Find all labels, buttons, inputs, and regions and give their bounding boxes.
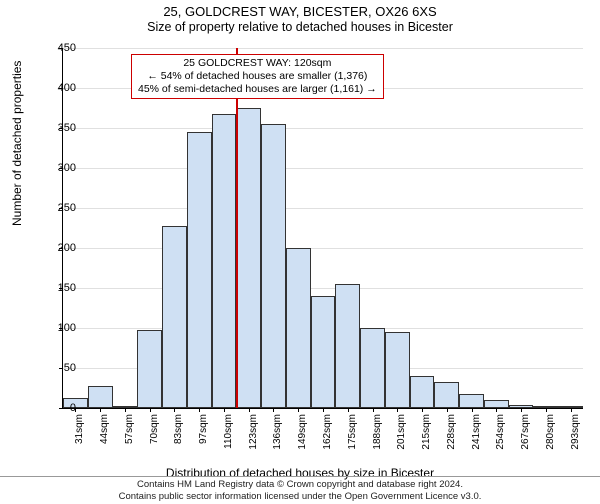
gridline xyxy=(63,208,583,209)
xtick-mark xyxy=(447,408,448,412)
histogram-bar xyxy=(459,394,484,408)
xtick-mark xyxy=(298,408,299,412)
xtick-mark xyxy=(224,408,225,412)
histogram-bar xyxy=(434,382,459,408)
xtick-mark xyxy=(150,408,151,412)
histogram-bar xyxy=(311,296,336,408)
xtick-label: 175sqm xyxy=(347,414,358,460)
footer: Contains HM Land Registry data © Crown c… xyxy=(0,476,600,502)
y-axis-label: Number of detached properties xyxy=(10,61,24,226)
xtick-mark xyxy=(125,408,126,412)
xtick-mark xyxy=(496,408,497,412)
plot-region: 25 GOLDCREST WAY: 120sqm← 54% of detache… xyxy=(62,48,583,409)
xtick-mark xyxy=(174,408,175,412)
histogram-bar xyxy=(335,284,360,408)
xtick-label: 123sqm xyxy=(248,414,259,460)
annotation-box: 25 GOLDCREST WAY: 120sqm← 54% of detache… xyxy=(131,54,384,99)
page-title: 25, GOLDCREST WAY, BICESTER, OX26 6XS xyxy=(0,4,600,19)
ytick-label: 300 xyxy=(58,162,76,174)
xtick-mark xyxy=(546,408,547,412)
ytick-label: 100 xyxy=(58,322,76,334)
xtick-label: 267sqm xyxy=(520,414,531,460)
xtick-label: 188sqm xyxy=(372,414,383,460)
xtick-mark xyxy=(571,408,572,412)
histogram-bar xyxy=(286,248,311,408)
ytick-label: 150 xyxy=(58,282,76,294)
histogram-bar xyxy=(261,124,286,408)
xtick-mark xyxy=(249,408,250,412)
chart-area: 25 GOLDCREST WAY: 120sqm← 54% of detache… xyxy=(62,48,582,408)
ytick-label: 0 xyxy=(70,402,76,414)
xtick-label: 254sqm xyxy=(495,414,506,460)
xtick-label: 83sqm xyxy=(173,414,184,460)
ytick-mark xyxy=(59,368,63,369)
xtick-label: 201sqm xyxy=(396,414,407,460)
xtick-mark xyxy=(323,408,324,412)
ytick-label: 400 xyxy=(58,82,76,94)
xtick-mark xyxy=(521,408,522,412)
xtick-mark xyxy=(100,408,101,412)
gridline xyxy=(63,48,583,49)
xtick-label: 293sqm xyxy=(570,414,581,460)
histogram-bar xyxy=(162,226,187,408)
xtick-mark xyxy=(348,408,349,412)
xtick-label: 97sqm xyxy=(198,414,209,460)
xtick-label: 57sqm xyxy=(124,414,135,460)
xtick-label: 136sqm xyxy=(272,414,283,460)
histogram-bar xyxy=(385,332,410,408)
ytick-label: 350 xyxy=(58,122,76,134)
histogram-bar xyxy=(484,400,509,408)
histogram-bar xyxy=(360,328,385,408)
xtick-mark xyxy=(273,408,274,412)
xtick-label: 110sqm xyxy=(223,414,234,460)
xtick-label: 280sqm xyxy=(545,414,556,460)
xtick-label: 70sqm xyxy=(149,414,160,460)
xtick-mark xyxy=(397,408,398,412)
histogram-bar xyxy=(236,108,261,408)
footer-line-2: Contains public sector information licen… xyxy=(0,491,600,502)
ytick-label: 250 xyxy=(58,202,76,214)
annotation-line: ← 54% of detached houses are smaller (1,… xyxy=(138,70,377,83)
annotation-line: 25 GOLDCREST WAY: 120sqm xyxy=(138,57,377,70)
xtick-mark xyxy=(422,408,423,412)
xtick-mark xyxy=(373,408,374,412)
gridline xyxy=(63,128,583,129)
ytick-label: 50 xyxy=(64,362,76,374)
gridline xyxy=(63,248,583,249)
chart-subtitle: Size of property relative to detached ho… xyxy=(0,20,600,34)
gridline xyxy=(63,168,583,169)
xtick-label: 149sqm xyxy=(297,414,308,460)
histogram-bar xyxy=(410,376,435,408)
reference-line xyxy=(236,48,238,408)
gridline xyxy=(63,288,583,289)
ytick-mark xyxy=(59,408,63,409)
ytick-label: 200 xyxy=(58,242,76,254)
footer-line-1: Contains HM Land Registry data © Crown c… xyxy=(0,479,600,490)
xtick-mark xyxy=(472,408,473,412)
xtick-label: 162sqm xyxy=(322,414,333,460)
histogram-bar xyxy=(187,132,212,408)
xtick-label: 44sqm xyxy=(99,414,110,460)
xtick-label: 241sqm xyxy=(471,414,482,460)
xtick-label: 228sqm xyxy=(446,414,457,460)
annotation-line: 45% of semi-detached houses are larger (… xyxy=(138,83,377,96)
histogram-bar xyxy=(137,330,162,408)
histogram-bar xyxy=(212,114,237,408)
ytick-label: 450 xyxy=(58,42,76,54)
histogram-bar xyxy=(88,386,113,408)
xtick-label: 31sqm xyxy=(74,414,85,460)
xtick-mark xyxy=(199,408,200,412)
xtick-label: 215sqm xyxy=(421,414,432,460)
